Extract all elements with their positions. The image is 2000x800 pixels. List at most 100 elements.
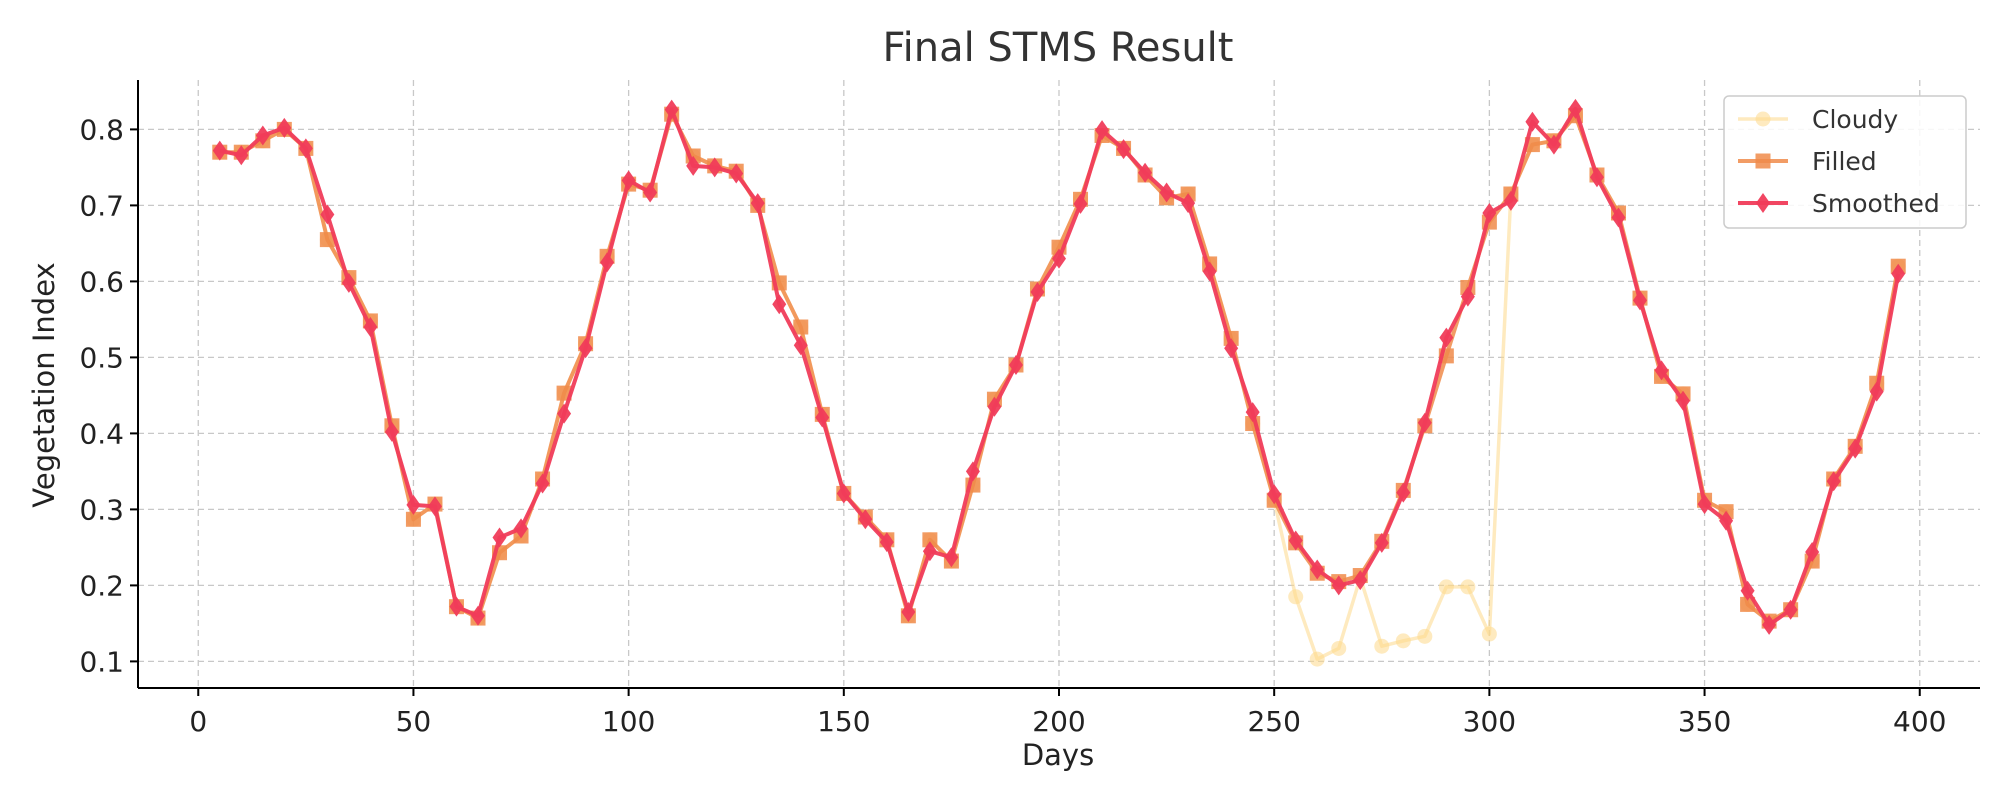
data-point-smoothed <box>621 170 636 191</box>
x-tick-label: 0 <box>189 705 207 738</box>
data-point-smoothed <box>1331 575 1346 596</box>
data-point-smoothed <box>1095 120 1110 141</box>
data-point-smoothed <box>879 532 894 553</box>
x-axis-label: Days <box>1022 738 1094 772</box>
y-tick-label: 0.7 <box>79 189 124 222</box>
legend-box <box>1723 95 1967 229</box>
data-point-smoothed <box>1848 438 1863 459</box>
legend-item-smoothed: Smoothed <box>1738 189 1940 218</box>
data-point-smoothed <box>643 182 658 203</box>
data-point-smoothed <box>1052 248 1066 269</box>
data-point-smoothed <box>944 547 959 568</box>
data-point-smoothed <box>1589 167 1604 188</box>
data-point-smoothed <box>686 155 701 176</box>
data-point-cloudy <box>1417 628 1433 644</box>
legend-item-filled: Filled <box>1738 147 1877 176</box>
data-point-cloudy <box>1395 633 1411 649</box>
data-point-smoothed <box>1611 207 1626 228</box>
y-tick-label: 0.8 <box>79 113 124 146</box>
data-point-smoothed <box>1310 559 1325 580</box>
data-point-smoothed <box>772 294 787 315</box>
data-point-smoothed <box>234 145 249 166</box>
data-point-smoothed <box>1288 530 1303 551</box>
legend-swatch-marker <box>1755 153 1771 169</box>
data-point-smoothed <box>1224 338 1239 359</box>
data-point-smoothed <box>1525 111 1540 132</box>
data-point-cloudy <box>1309 651 1325 667</box>
data-point-smoothed <box>1073 193 1088 214</box>
data-point-smoothed <box>1138 162 1153 183</box>
data-point-smoothed <box>1740 580 1755 601</box>
data-point-cloudy <box>1481 626 1497 642</box>
data-point-smoothed <box>1181 193 1196 214</box>
data-point-smoothed <box>1654 360 1669 381</box>
data-point-filled <box>922 532 938 548</box>
legend-label: Smoothed <box>1812 189 1940 218</box>
y-tick-label: 0.2 <box>79 569 124 602</box>
data-point-smoothed <box>1762 614 1777 635</box>
data-point-smoothed <box>793 335 808 356</box>
series-layer <box>212 98 1906 667</box>
x-tick-label: 150 <box>817 705 870 738</box>
data-point-smoothed <box>298 138 313 159</box>
data-point-smoothed <box>815 407 830 428</box>
legend-label: Filled <box>1812 147 1877 176</box>
series-smoothed <box>212 98 1906 635</box>
chart-title: Final STMS Result <box>883 25 1234 71</box>
data-point-smoothed <box>922 541 937 562</box>
data-point-cloudy <box>1460 579 1476 595</box>
x-tick-label: 50 <box>396 705 432 738</box>
data-point-smoothed <box>212 140 227 161</box>
data-point-smoothed <box>750 193 765 214</box>
y-tick-label: 0.1 <box>79 645 124 678</box>
data-point-smoothed <box>1267 484 1282 505</box>
data-point-smoothed <box>535 473 550 494</box>
data-point-smoothed <box>557 403 572 424</box>
data-point-smoothed <box>514 518 529 539</box>
data-point-smoothed <box>341 272 356 293</box>
data-point-smoothed <box>406 494 421 515</box>
legend-label: Cloudy <box>1812 105 1898 134</box>
y-tick-label: 0.6 <box>79 265 124 298</box>
data-point-smoothed <box>1439 327 1454 348</box>
grid-lines <box>138 80 1980 688</box>
data-point-smoothed <box>320 204 335 225</box>
data-point-smoothed <box>427 496 442 517</box>
data-point-smoothed <box>1008 355 1023 375</box>
data-point-smoothed <box>1546 134 1561 155</box>
x-tick-label: 300 <box>1463 705 1516 738</box>
data-point-smoothed <box>965 461 980 482</box>
axes: 0 50 100 150 200 250 300 350 400 0.1 0.2 0.3 0.4 0.5 0… <box>79 80 1980 738</box>
data-point-smoothed <box>1676 390 1691 411</box>
data-point-smoothed <box>1869 381 1884 402</box>
data-point-smoothed <box>858 509 873 530</box>
data-point-smoothed <box>707 157 722 178</box>
data-point-smoothed <box>255 125 270 146</box>
data-point-filled <box>793 319 809 335</box>
data-point-smoothed <box>1568 98 1583 119</box>
data-point-smoothed <box>1503 190 1518 211</box>
data-point-smoothed <box>1633 290 1648 311</box>
data-point-smoothed <box>664 99 679 120</box>
y-tick-label: 0.4 <box>79 417 124 450</box>
data-point-smoothed <box>1202 261 1217 282</box>
y-axis-label: Vegetation Index <box>27 262 61 507</box>
data-point-smoothed <box>492 527 507 548</box>
x-tick-label: 100 <box>602 705 655 738</box>
data-point-smoothed <box>1783 599 1798 620</box>
data-point-smoothed <box>1805 541 1820 562</box>
data-point-smoothed <box>1417 412 1432 433</box>
data-point-cloudy <box>1438 579 1454 595</box>
y-tick-label: 0.5 <box>79 341 124 374</box>
data-point-smoothed <box>578 338 593 359</box>
data-point-smoothed <box>1396 482 1411 503</box>
data-point-smoothed <box>1030 282 1045 303</box>
data-point-smoothed <box>901 602 916 622</box>
data-point-smoothed <box>470 605 485 626</box>
data-point-smoothed <box>1245 402 1260 423</box>
data-point-smoothed <box>363 317 378 337</box>
data-point-smoothed <box>449 596 464 617</box>
data-point-filled <box>405 511 421 527</box>
data-point-smoothed <box>1374 532 1389 553</box>
